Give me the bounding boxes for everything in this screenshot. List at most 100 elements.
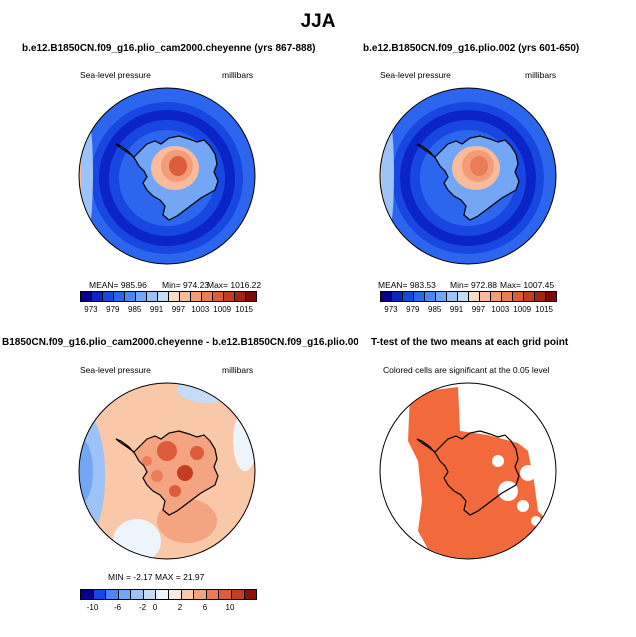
- figure-title: JJA: [300, 11, 336, 32]
- colorbar-tick-label: 1015: [235, 305, 253, 314]
- map-field: [380, 383, 556, 559]
- colorbar-swatch: [194, 590, 207, 599]
- colorbar-swatch: [469, 292, 480, 301]
- colorbar-swatch: [118, 590, 132, 599]
- panel1-mean: MEAN= 985.96: [89, 280, 147, 290]
- nonsignificant-cell: [517, 500, 529, 512]
- colorbar-swatch: [106, 590, 119, 599]
- colorbar-swatch: [381, 292, 392, 301]
- colorbar-tick-label: 979: [406, 305, 420, 314]
- colorbar-tick-label: 1003: [491, 305, 510, 314]
- panel3-polar-map: [78, 382, 256, 560]
- significant-region: [408, 387, 556, 559]
- panel2-units-label: millibars: [525, 70, 557, 80]
- nonsignificant-cell: [498, 481, 518, 501]
- difference-band: [177, 465, 193, 481]
- colorbar-tick-label: 985: [128, 305, 142, 314]
- colorbar-swatch: [81, 292, 92, 301]
- panel4-subtitle: Colored cells are significant at the 0.0…: [383, 365, 550, 375]
- colorbar-tick-label: 973: [84, 305, 98, 314]
- difference-band: [233, 411, 255, 471]
- colorbar-swatch: [491, 292, 502, 301]
- panel2-mean: MEAN= 983.53: [378, 280, 436, 290]
- colorbar-swatch: [147, 292, 158, 301]
- map-border: [379, 382, 557, 560]
- colorbar-swatch: [191, 292, 202, 301]
- panel2-max: Max= 1007.45: [500, 280, 555, 290]
- difference-band: [157, 441, 177, 461]
- colorbar-swatch: [103, 292, 114, 301]
- panel1-colorbar-ticks: 973 979 985 991 997 1003 1009 1015: [80, 305, 255, 315]
- colorbar-swatch: [458, 292, 469, 301]
- panel1-title: b.e12.B1850CN.f09_g16.plio_cam2000.cheye…: [22, 43, 316, 54]
- colorbar-swatch: [213, 292, 224, 301]
- colorbar-tick-label: 991: [149, 305, 164, 314]
- colorbar-swatch: [403, 292, 414, 301]
- panel1-max: Max= 1016.22: [207, 280, 262, 290]
- panel2-colorbar: [380, 291, 557, 302]
- coastline: [115, 430, 219, 516]
- colorbar-swatch: [93, 590, 107, 599]
- map-border: [379, 87, 557, 265]
- difference-band: [142, 456, 152, 466]
- colorbar-swatch: [235, 292, 246, 301]
- colorbar-swatch: [436, 292, 447, 301]
- colorbar-swatch: [81, 590, 94, 599]
- colorbar-swatch: [392, 292, 403, 301]
- colorbar-swatch: [202, 292, 213, 301]
- panel2-colorbar-ticks: 973 979 985 991 997 1003 1009 1015: [380, 305, 555, 315]
- colorbar-swatch: [502, 292, 513, 301]
- colorbar-swatch: [524, 292, 535, 301]
- colorbar-swatch: [169, 590, 182, 599]
- panel3-field-label: Sea-level pressure: [80, 365, 151, 375]
- difference-band: [113, 519, 161, 559]
- colorbar-tick-label: 1015: [535, 305, 553, 314]
- panel1-polar-map: [78, 87, 256, 265]
- colorbar-tick-label: 6: [202, 603, 208, 612]
- colorbar-swatch: [219, 590, 232, 599]
- colorbar-swatch: [244, 590, 257, 599]
- colorbar-tick-label: 10: [225, 603, 235, 612]
- panel2-min: Min= 972.88: [450, 280, 498, 290]
- colorbar-swatch: [246, 292, 256, 301]
- map-border: [78, 382, 256, 560]
- difference-band: [177, 383, 237, 403]
- panel2-polar-map: [379, 87, 557, 265]
- colorbar-tick-label: -10: [86, 603, 99, 612]
- colorbar-tick-label: 2: [177, 603, 183, 612]
- colorbar-swatch: [414, 292, 425, 301]
- colorbar-swatch: [480, 292, 491, 301]
- colorbar-swatch: [513, 292, 524, 301]
- colorbar-swatch: [231, 590, 245, 599]
- nonsignificant-cell: [531, 516, 541, 526]
- coastline: [416, 430, 520, 516]
- colorbar-swatch: [425, 292, 436, 301]
- colorbar-swatch: [158, 292, 169, 301]
- panel3-minmax: MIN = -2.17 MAX = 21.97: [108, 572, 205, 582]
- colorbar-swatch: [224, 292, 235, 301]
- colorbar-swatch: [535, 292, 546, 301]
- colorbar-tick-label: 973: [384, 305, 398, 314]
- difference-band: [169, 485, 181, 497]
- colorbar-swatch: [447, 292, 458, 301]
- panel2-field-label: Sea-level pressure: [380, 70, 451, 80]
- panel3-title: B1850CN.f09_g16.plio_cam2000.cheyenne - …: [2, 337, 358, 348]
- colorbar-swatch: [181, 590, 195, 599]
- colorbar-swatch: [180, 292, 191, 301]
- panel1-units-label: millibars: [222, 70, 254, 80]
- colorbar-tick-label: 1009: [213, 305, 232, 314]
- colorbar-swatch: [206, 590, 220, 599]
- panel2-title: b.e12.B1850CN.f09_g16.plio.002 (yrs 601-…: [363, 43, 580, 54]
- colorbar-tick-label: -2: [138, 603, 147, 612]
- colorbar-swatch: [143, 590, 157, 599]
- pressure-band: [470, 156, 488, 176]
- colorbar-swatch: [125, 292, 136, 301]
- map-field: [380, 88, 556, 264]
- colorbar-swatch: [136, 292, 147, 301]
- colorbar-swatch: [169, 292, 180, 301]
- panel3-units-label: millibars: [222, 365, 254, 375]
- colorbar-tick-label: 991: [449, 305, 464, 314]
- map-field: [79, 88, 255, 264]
- panel4-polar-map: [379, 382, 557, 560]
- panel1-field-label: Sea-level pressure: [80, 70, 151, 80]
